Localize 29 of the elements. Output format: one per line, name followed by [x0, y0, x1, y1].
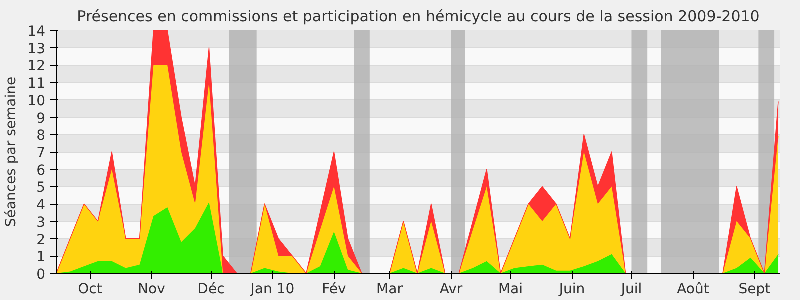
y-tick-label: 7	[36, 146, 46, 162]
x-tick-label: Fév	[322, 282, 346, 298]
y-tick-label: 0	[36, 267, 46, 283]
y-tick-label: 12	[28, 58, 46, 75]
x-tick-label: Juin	[558, 282, 586, 298]
chart-title: Présences en commissions et participation en hémicycle au cours de la session 2009-2010	[77, 8, 760, 26]
x-tick-label: Mar	[376, 282, 404, 298]
y-tick-label: 6	[36, 162, 46, 179]
y-tick-label: 2	[36, 232, 46, 248]
x-tick-label: Oct	[78, 282, 103, 298]
x-tick-label: Déc	[198, 282, 225, 298]
y-tick-label: 1	[36, 250, 46, 266]
x-tick-label: Mai	[498, 282, 524, 298]
x-tick-label: Sept	[738, 282, 772, 298]
x-tick-label: Jan 10	[250, 282, 295, 298]
y-tick-label: 11	[28, 76, 46, 92]
y-tick-label: 13	[28, 41, 46, 58]
y-tick-label: 4	[36, 198, 46, 214]
x-tick-label: Nov	[138, 282, 166, 298]
x-tick-label: Août	[677, 282, 710, 298]
y-tick-label: 5	[36, 180, 46, 196]
y-tick-label: 10	[28, 93, 46, 110]
y-tick-label: 14	[28, 24, 46, 40]
y-tick-label: 8	[36, 128, 46, 144]
x-tick-label: Juil	[620, 282, 642, 298]
y-tick-label: 9	[36, 110, 46, 127]
y-tick-label: 3	[36, 214, 46, 231]
y-axis-title: Séances par semaine	[4, 76, 20, 228]
x-tick-label: Avr	[440, 282, 463, 298]
